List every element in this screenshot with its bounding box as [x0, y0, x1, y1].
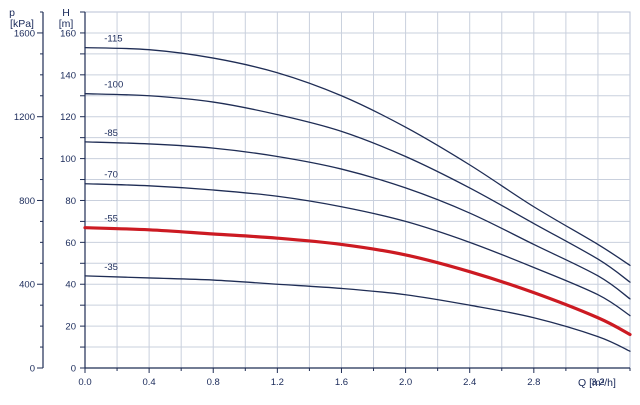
x-axis-tick-label: 0.0: [78, 377, 91, 388]
head-axis-tick-label: 120: [60, 112, 76, 123]
head-axis-tick-label: 20: [65, 322, 76, 333]
series-label: -115: [104, 34, 122, 45]
x-axis-tick-label: 0.8: [207, 377, 220, 388]
series-label: -55: [104, 214, 118, 225]
labels: -115 -100 -85 -70 -55 -35: [104, 34, 123, 273]
head-axis-tick-label: 100: [60, 154, 76, 165]
pressure-axis-tick-label: 1600: [14, 28, 35, 39]
series-curve-minus-55: [83, 226, 632, 337]
series-label: -70: [104, 170, 118, 181]
pressure-axis-unit: [kPa]: [10, 18, 34, 30]
pressure-axis-tick-label: 1200: [14, 112, 35, 123]
series-curve-minus-100: [84, 93, 631, 283]
head-axis-tick-label: 40: [65, 280, 76, 291]
head-axis-tick-label: 80: [65, 196, 76, 207]
plot-area: [84, 11, 631, 369]
x-axis-tick-label: 3.2: [591, 377, 604, 388]
pressure-axis-symbol: p: [9, 7, 15, 19]
series-label: -100: [104, 80, 123, 91]
grid: [84, 11, 631, 369]
head-axis-tick-label: 140: [60, 70, 76, 81]
x-axis-tick-label: 0.4: [143, 377, 156, 388]
x-axis-tick-label: 2.4: [463, 377, 476, 388]
pressure-axis-tick-label: 800: [19, 196, 35, 207]
pressure-axis-tick-label: 0: [30, 364, 35, 375]
series-curve-minus-85: [84, 141, 631, 300]
head-axis-tick-label: 0: [71, 364, 76, 375]
series-curves: [83, 46, 632, 352]
x-axis-tick-label: 1.2: [271, 377, 284, 388]
series-curve-minus-70: [84, 183, 631, 317]
series-curve-minus-35: [84, 275, 631, 352]
series-label: -85: [104, 128, 118, 139]
series-label: -35: [104, 262, 118, 273]
x-axis-tick-label: 2.0: [399, 377, 412, 388]
series-curve-minus-115: [84, 46, 631, 267]
head-axis-tick-label: 60: [65, 238, 76, 249]
head-axis-symbol: H: [62, 7, 70, 19]
x-axis-tick-label: 2.8: [527, 377, 540, 388]
head-axis-unit: [m]: [59, 18, 74, 30]
x-axis-tick-label: 1.6: [335, 377, 348, 388]
x-axis-title: Q [m³/h]: [578, 377, 616, 389]
head-axis-tick-label: 160: [60, 28, 76, 39]
pressure-axis-tick-label: 400: [19, 280, 35, 291]
